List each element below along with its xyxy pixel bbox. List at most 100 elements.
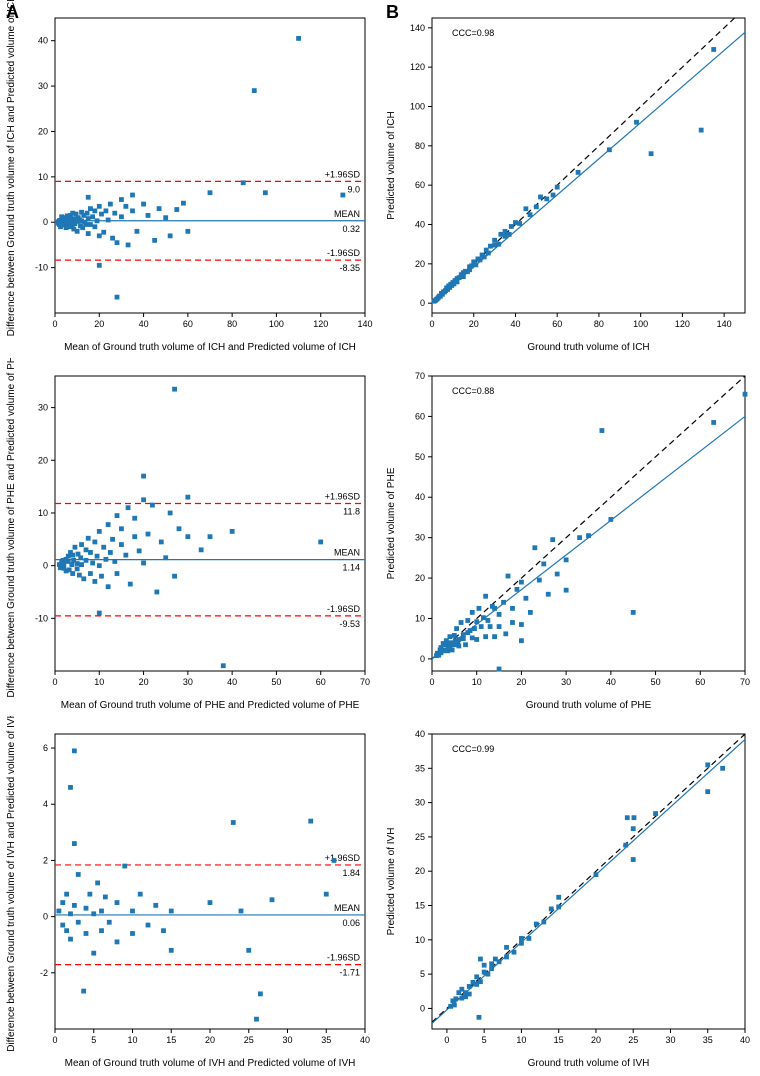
svg-text:9.0: 9.0 bbox=[347, 184, 360, 194]
svg-text:-9.53: -9.53 bbox=[339, 619, 360, 629]
svg-text:11.8: 11.8 bbox=[343, 506, 360, 516]
svg-text:CCC=0.98: CCC=0.98 bbox=[452, 28, 494, 38]
svg-text:Difference between Ground trut: Difference between Ground truth volume o… bbox=[6, 0, 17, 336]
svg-text:0: 0 bbox=[444, 1035, 449, 1045]
svg-text:40: 40 bbox=[415, 729, 425, 739]
svg-text:35: 35 bbox=[415, 763, 425, 773]
svg-text:0: 0 bbox=[420, 654, 425, 664]
svg-text:70: 70 bbox=[415, 371, 425, 381]
svg-text:-1.96SD: -1.96SD bbox=[327, 953, 361, 963]
svg-text:+1.96SD: +1.96SD bbox=[325, 169, 361, 179]
svg-text:15: 15 bbox=[554, 1035, 564, 1045]
svg-text:10: 10 bbox=[38, 172, 48, 182]
cell-ba-ivh: 0510152025303540-20246Mean of Ground tru… bbox=[0, 716, 380, 1074]
svg-text:10: 10 bbox=[38, 508, 48, 518]
svg-text:-1.96SD: -1.96SD bbox=[327, 248, 361, 258]
svg-text:80: 80 bbox=[415, 141, 425, 151]
svg-text:MEAN: MEAN bbox=[334, 209, 360, 219]
svg-text:30: 30 bbox=[561, 677, 571, 687]
svg-text:120: 120 bbox=[675, 319, 690, 329]
svg-text:20: 20 bbox=[94, 319, 104, 329]
svg-text:20: 20 bbox=[415, 866, 425, 876]
svg-text:-1.71: -1.71 bbox=[339, 968, 360, 978]
svg-text:Predicted volume of IVH: Predicted volume of IVH bbox=[386, 828, 397, 936]
svg-text:0: 0 bbox=[429, 319, 434, 329]
svg-text:0: 0 bbox=[43, 217, 48, 227]
svg-text:25: 25 bbox=[415, 832, 425, 842]
svg-text:Ground truth volume of IVH: Ground truth volume of IVH bbox=[528, 1058, 650, 1069]
svg-text:120: 120 bbox=[313, 319, 328, 329]
svg-text:100: 100 bbox=[410, 102, 425, 112]
svg-text:20: 20 bbox=[415, 259, 425, 269]
svg-text:0: 0 bbox=[420, 1003, 425, 1013]
svg-text:-2: -2 bbox=[40, 968, 48, 978]
svg-text:20: 20 bbox=[591, 1035, 601, 1045]
svg-text:Ground truth volume of ICH: Ground truth volume of ICH bbox=[527, 342, 649, 353]
svg-text:40: 40 bbox=[227, 677, 237, 687]
svg-text:Difference between Ground trut: Difference between Ground truth volume o… bbox=[6, 358, 17, 698]
svg-text:5: 5 bbox=[482, 1035, 487, 1045]
svg-text:140: 140 bbox=[717, 319, 732, 329]
svg-text:20: 20 bbox=[415, 573, 425, 583]
svg-text:60: 60 bbox=[695, 677, 705, 687]
svg-text:30: 30 bbox=[415, 798, 425, 808]
svg-text:50: 50 bbox=[651, 677, 661, 687]
svg-text:1.84: 1.84 bbox=[342, 868, 360, 878]
svg-text:Mean of Ground truth volume of: Mean of Ground truth volume of PHE and P… bbox=[61, 700, 360, 711]
svg-text:5: 5 bbox=[91, 1035, 96, 1045]
svg-text:50: 50 bbox=[271, 677, 281, 687]
svg-text:10: 10 bbox=[127, 1035, 137, 1045]
figure-container: A B 020406080100120140-10010203040Mean o… bbox=[0, 0, 760, 1076]
svg-text:0: 0 bbox=[52, 1035, 57, 1045]
svg-text:15: 15 bbox=[166, 1035, 176, 1045]
svg-text:30: 30 bbox=[282, 1035, 292, 1045]
cell-ba-ich: 020406080100120140-10010203040Mean of Gr… bbox=[0, 0, 380, 358]
svg-text:0: 0 bbox=[420, 298, 425, 308]
svg-text:15: 15 bbox=[415, 901, 425, 911]
svg-text:120: 120 bbox=[410, 62, 425, 72]
svg-text:MEAN: MEAN bbox=[334, 903, 360, 913]
cell-sc-phe: 010203040506070010203040506070Ground tru… bbox=[380, 358, 760, 716]
svg-text:30: 30 bbox=[415, 533, 425, 543]
svg-text:6: 6 bbox=[43, 743, 48, 753]
svg-text:20: 20 bbox=[38, 126, 48, 136]
svg-text:Predicted volume of PHE: Predicted volume of PHE bbox=[386, 467, 397, 579]
svg-text:25: 25 bbox=[628, 1035, 638, 1045]
svg-text:40: 40 bbox=[606, 677, 616, 687]
svg-text:30: 30 bbox=[183, 677, 193, 687]
svg-text:140: 140 bbox=[357, 319, 372, 329]
svg-text:5: 5 bbox=[420, 969, 425, 979]
svg-text:80: 80 bbox=[227, 319, 237, 329]
svg-text:100: 100 bbox=[633, 319, 648, 329]
svg-text:Mean of Ground truth volume of: Mean of Ground truth volume of IVH and P… bbox=[65, 1058, 356, 1069]
svg-text:0.06: 0.06 bbox=[342, 918, 360, 928]
svg-text:4: 4 bbox=[43, 799, 48, 809]
svg-text:Ground truth volume of PHE: Ground truth volume of PHE bbox=[526, 700, 652, 711]
svg-text:0.32: 0.32 bbox=[342, 224, 360, 234]
svg-text:20: 20 bbox=[139, 677, 149, 687]
svg-text:40: 40 bbox=[510, 319, 520, 329]
svg-text:40: 40 bbox=[740, 1035, 750, 1045]
svg-text:35: 35 bbox=[321, 1035, 331, 1045]
svg-text:0: 0 bbox=[43, 561, 48, 571]
svg-text:60: 60 bbox=[415, 411, 425, 421]
svg-text:1.14: 1.14 bbox=[342, 563, 360, 573]
svg-text:60: 60 bbox=[316, 677, 326, 687]
svg-text:0: 0 bbox=[52, 677, 57, 687]
svg-text:-10: -10 bbox=[35, 613, 48, 623]
svg-text:50: 50 bbox=[415, 452, 425, 462]
svg-text:60: 60 bbox=[183, 319, 193, 329]
cell-ba-phe: 010203040506070-100102030Mean of Ground … bbox=[0, 358, 380, 716]
svg-text:40: 40 bbox=[139, 319, 149, 329]
svg-text:20: 20 bbox=[469, 319, 479, 329]
svg-text:100: 100 bbox=[269, 319, 284, 329]
cell-sc-ivh: 05101520253035400510152025303540Ground t… bbox=[380, 716, 760, 1074]
svg-text:70: 70 bbox=[740, 677, 750, 687]
svg-text:10: 10 bbox=[516, 1035, 526, 1045]
svg-text:MEAN: MEAN bbox=[334, 548, 360, 558]
svg-text:20: 20 bbox=[205, 1035, 215, 1045]
svg-text:-8.35: -8.35 bbox=[339, 263, 360, 273]
cell-sc-ich: 020406080100120140020406080100120140Grou… bbox=[380, 0, 760, 358]
svg-text:Predicted volume of ICH: Predicted volume of ICH bbox=[386, 111, 397, 219]
svg-text:70: 70 bbox=[360, 677, 370, 687]
